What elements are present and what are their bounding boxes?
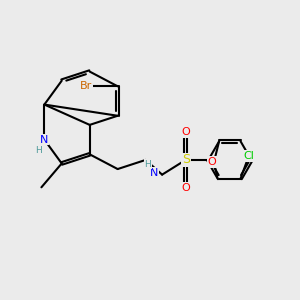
Text: H: H <box>144 160 151 169</box>
Text: O: O <box>181 127 190 137</box>
Text: N: N <box>40 135 49 145</box>
Text: N: N <box>150 168 159 178</box>
Text: S: S <box>182 153 190 167</box>
Text: Cl: Cl <box>244 151 255 161</box>
Text: O: O <box>208 157 217 167</box>
Text: H: H <box>35 146 41 154</box>
Text: O: O <box>181 183 190 193</box>
Text: Br: Br <box>80 81 93 91</box>
